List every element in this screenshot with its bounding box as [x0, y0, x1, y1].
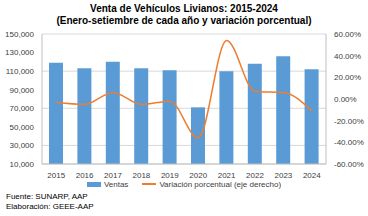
- svg-text:20.00%: 20.00%: [334, 73, 360, 82]
- svg-text:2016: 2016: [76, 171, 94, 178]
- svg-text:0.00%: 0.00%: [334, 95, 357, 104]
- svg-text:30,000: 30,000: [10, 141, 35, 150]
- svg-text:-20.00%: -20.00%: [334, 117, 360, 126]
- svg-text:-60.00%: -60.00%: [334, 160, 360, 169]
- svg-text:40.00%: 40.00%: [334, 52, 360, 61]
- svg-text:90,000: 90,000: [10, 86, 35, 95]
- svg-text:2024: 2024: [303, 171, 321, 178]
- svg-text:2019: 2019: [161, 171, 179, 178]
- html-text:Variación porcentual (eje dere: Variación porcentual (eje derecho): [159, 179, 282, 189]
- svg-text:-40.00%: -40.00%: [334, 138, 360, 147]
- html-text:Venta de Vehículos Livianos: 2: Venta de Vehículos Livianos: 2015-2024: [90, 3, 278, 14]
- html-text:(Enero-setiembre de cada año y: (Enero-setiembre de cada año y variación…: [56, 15, 312, 26]
- svg-text:2018: 2018: [133, 171, 151, 178]
- svg-text:10,000: 10,000: [10, 160, 35, 169]
- svg-text:150,000: 150,000: [8, 30, 35, 39]
- svg-text:2015: 2015: [47, 171, 65, 178]
- svg-text:2021: 2021: [218, 171, 236, 178]
- svg-text:2020: 2020: [189, 171, 207, 178]
- svg-text:2023: 2023: [275, 171, 293, 178]
- svg-text:2022: 2022: [246, 171, 264, 178]
- html-text:Ventas: Ventas: [103, 179, 129, 189]
- svg-text:130,000: 130,000: [8, 48, 35, 57]
- html-text:Fuente: SUNARP, AAP: Fuente: SUNARP, AAP: [6, 192, 88, 201]
- svg-text:50,000: 50,000: [10, 123, 35, 132]
- svg-text:110,000: 110,000: [8, 67, 35, 76]
- html-text:Elaboración: GEEE-AAP: Elaboración: GEEE-AAP: [6, 202, 94, 211]
- svg-text:2017: 2017: [104, 171, 122, 178]
- svg-text:70,000: 70,000: [10, 104, 35, 113]
- svg-text:60.00%: 60.00%: [334, 30, 360, 39]
